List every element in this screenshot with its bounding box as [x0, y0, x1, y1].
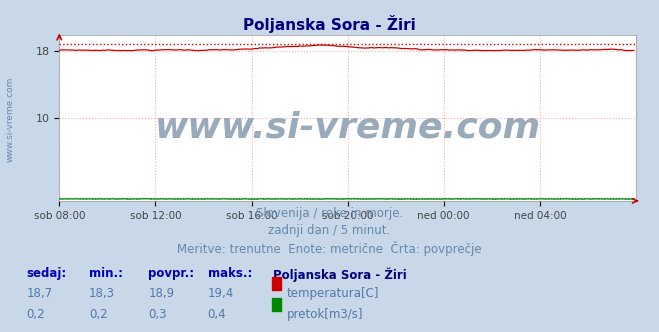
Text: www.si-vreme.com: www.si-vreme.com — [5, 77, 14, 162]
Text: 0,3: 0,3 — [148, 308, 167, 321]
Text: www.si-vreme.com: www.si-vreme.com — [155, 111, 540, 145]
Text: 18,9: 18,9 — [148, 287, 175, 300]
Text: 0,4: 0,4 — [208, 308, 226, 321]
Text: 0,2: 0,2 — [89, 308, 107, 321]
Text: Poljanska Sora - Žiri: Poljanska Sora - Žiri — [243, 15, 416, 33]
Text: pretok[m3/s]: pretok[m3/s] — [287, 308, 363, 321]
Text: min.:: min.: — [89, 267, 123, 280]
Text: Slovenija / reke in morje.: Slovenija / reke in morje. — [256, 208, 403, 220]
Text: sedaj:: sedaj: — [26, 267, 67, 280]
Text: povpr.:: povpr.: — [148, 267, 194, 280]
Text: Meritve: trenutne  Enote: metrične  Črta: povprečje: Meritve: trenutne Enote: metrične Črta: … — [177, 241, 482, 256]
Text: 18,3: 18,3 — [89, 287, 115, 300]
Text: temperatura[C]: temperatura[C] — [287, 287, 379, 300]
Text: 0,2: 0,2 — [26, 308, 45, 321]
Text: Poljanska Sora - Žiri: Poljanska Sora - Žiri — [273, 267, 407, 282]
Text: maks.:: maks.: — [208, 267, 252, 280]
Text: 19,4: 19,4 — [208, 287, 234, 300]
Text: 18,7: 18,7 — [26, 287, 53, 300]
Text: zadnji dan / 5 minut.: zadnji dan / 5 minut. — [268, 224, 391, 237]
